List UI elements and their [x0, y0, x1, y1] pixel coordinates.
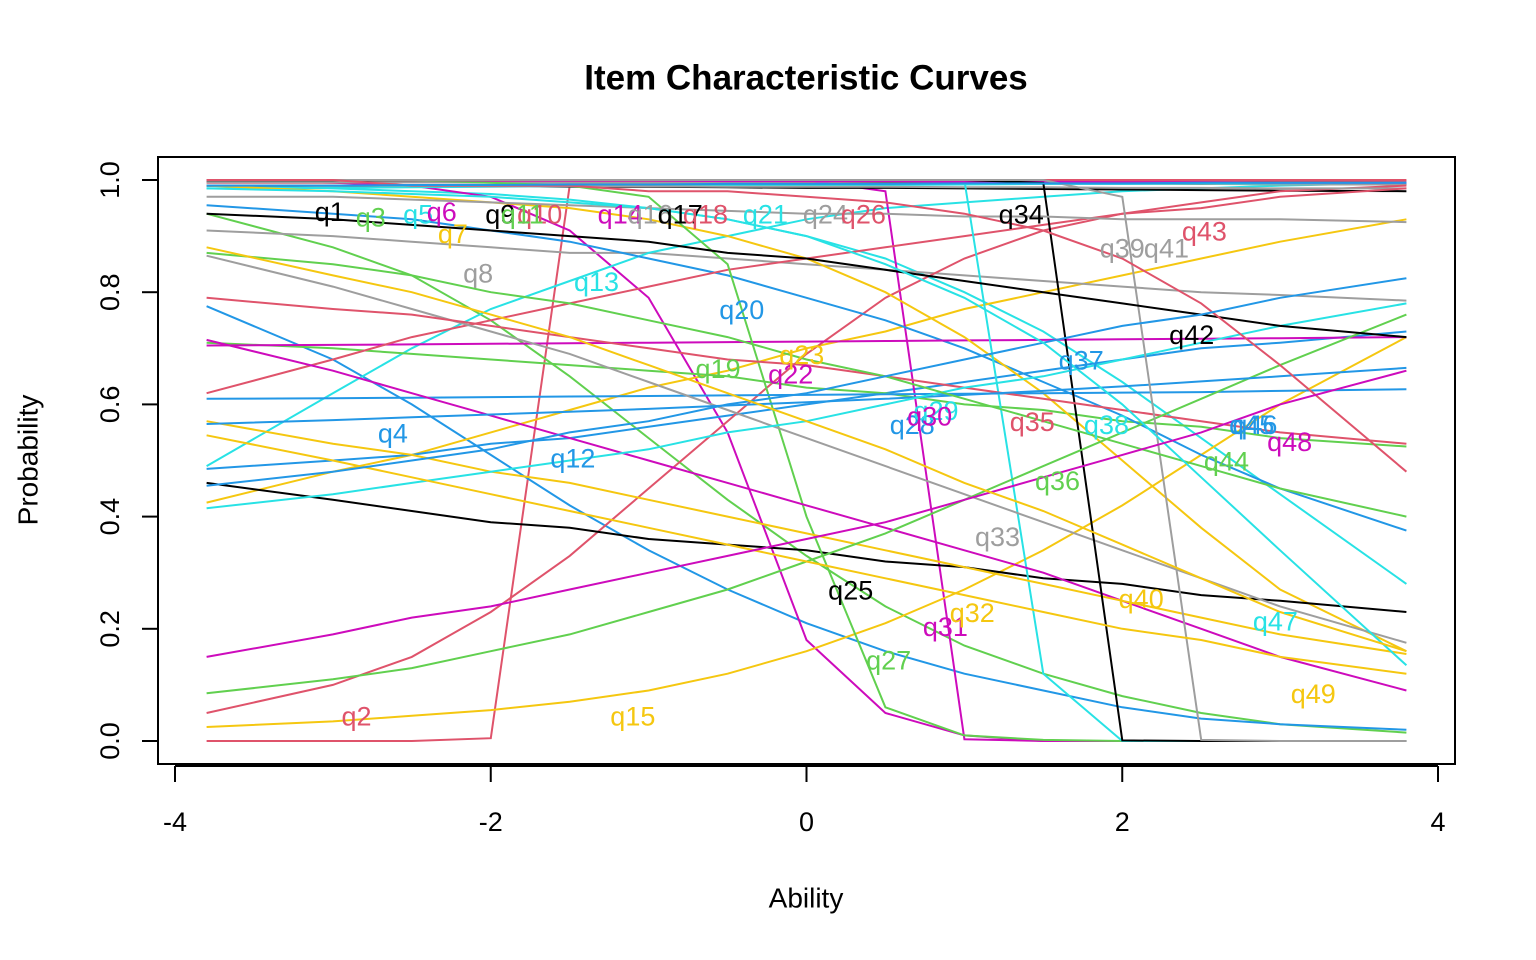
icc-curve	[206, 254, 1407, 644]
curve-label: q34	[999, 200, 1044, 230]
icc-curve	[206, 302, 1407, 510]
curve-label: q20	[719, 295, 764, 325]
icc-curve	[206, 305, 1407, 731]
curve-label: q17	[658, 200, 703, 230]
curve-label: q2	[342, 702, 372, 732]
plot-frame	[157, 156, 1456, 765]
icc-curve	[206, 229, 1407, 302]
icc-curve	[206, 481, 1407, 613]
y-tick-label: 0.8	[95, 273, 125, 311]
x-tick-label: 2	[1115, 807, 1130, 837]
curve-label: q1	[315, 197, 345, 227]
curve-label: q21	[743, 200, 788, 230]
icc-curve	[206, 369, 1407, 658]
y-tick-label: 0.0	[95, 722, 125, 760]
curve-label: q14	[598, 200, 643, 230]
x-tick-label: 0	[799, 807, 814, 837]
icc-curve	[206, 296, 1407, 445]
curve-label: q4	[378, 418, 408, 448]
curve-label: q45	[1229, 410, 1274, 440]
curve-label: q46	[1232, 410, 1277, 440]
icc-curve	[206, 388, 1407, 400]
curve-label: q31	[923, 612, 968, 642]
icc-curve	[206, 184, 1407, 714]
curve-label: q48	[1267, 427, 1312, 457]
icc-curve	[206, 212, 1407, 339]
y-tick-label: 0.6	[95, 386, 125, 424]
icc-curve	[206, 187, 1408, 667]
curve-label: q39	[1100, 233, 1145, 263]
icc-curve	[206, 181, 1407, 187]
icc-curve	[206, 338, 1407, 692]
curve-label: q13	[574, 267, 619, 297]
icc-curve	[206, 336, 1407, 347]
curve-label: q36	[1035, 466, 1080, 496]
curve-label: q26	[841, 200, 886, 230]
curve-label: q47	[1253, 606, 1298, 636]
icc-curve	[206, 277, 1407, 487]
curve-label: q33	[975, 522, 1020, 552]
x-tick-label: -2	[479, 807, 503, 837]
icc-curve	[206, 179, 1407, 742]
x-tick-label: 4	[1430, 807, 1445, 837]
curve-label: q11	[501, 200, 544, 230]
curve-label: q22	[768, 359, 813, 389]
y-axis-title: Probability	[12, 395, 43, 526]
curve-label: q25	[828, 575, 873, 605]
curve-label: q7	[438, 219, 468, 249]
curves	[206, 179, 1408, 742]
curve-label: q41	[1144, 233, 1189, 263]
curve-label: q5	[403, 200, 433, 230]
icc-curve	[206, 195, 1407, 224]
icc-curve	[206, 212, 1407, 734]
chart-title: Item Characteristic Curves	[584, 58, 1028, 97]
icc-curve	[206, 341, 1407, 448]
curve-label: q10	[517, 200, 562, 230]
curve-label: q44	[1204, 446, 1249, 476]
icc-curve	[206, 251, 1407, 518]
curve-label: q8	[463, 258, 493, 288]
curve-label: q9	[485, 200, 515, 230]
curve-label: q37	[1059, 345, 1104, 375]
y-tick-label: 0.2	[95, 610, 125, 648]
icc-curve	[206, 434, 1407, 675]
curve-label: q16	[628, 200, 673, 230]
curve-label: q19	[696, 354, 741, 384]
curve-label: q27	[866, 646, 911, 676]
curve-label: q49	[1291, 679, 1336, 709]
x-tick-label: -4	[163, 807, 187, 837]
curve-label: q29	[913, 396, 958, 426]
curve-label: q40	[1119, 584, 1164, 614]
curve-label: q42	[1169, 320, 1214, 350]
icc-curve	[206, 204, 1407, 532]
curve-label: q15	[610, 702, 655, 732]
icc-curve	[206, 246, 1407, 653]
curve-label: q38	[1084, 410, 1129, 440]
curve-label: q23	[779, 340, 824, 370]
y-tick-label: 1.0	[95, 161, 125, 199]
curve-label: q18	[683, 200, 728, 230]
x-axis-title: Ability	[769, 882, 844, 913]
icc-curve	[206, 330, 1407, 470]
y-tick-label: 0.4	[95, 498, 125, 536]
icc-curve	[206, 336, 1407, 728]
icc-curve	[206, 366, 1407, 425]
curve-label: q6	[427, 197, 457, 227]
curve-label: q30	[907, 402, 952, 432]
curve-label: q35	[1010, 407, 1055, 437]
icc-curve	[206, 420, 1407, 655]
curve-label: q12	[550, 444, 595, 474]
curve-label: q32	[950, 598, 995, 628]
curve-label: q3	[356, 202, 386, 232]
curve-label: q43	[1182, 216, 1227, 246]
icc-curve	[206, 218, 1407, 504]
curve-label: q28	[890, 410, 935, 440]
curve-label: q24	[803, 200, 848, 230]
